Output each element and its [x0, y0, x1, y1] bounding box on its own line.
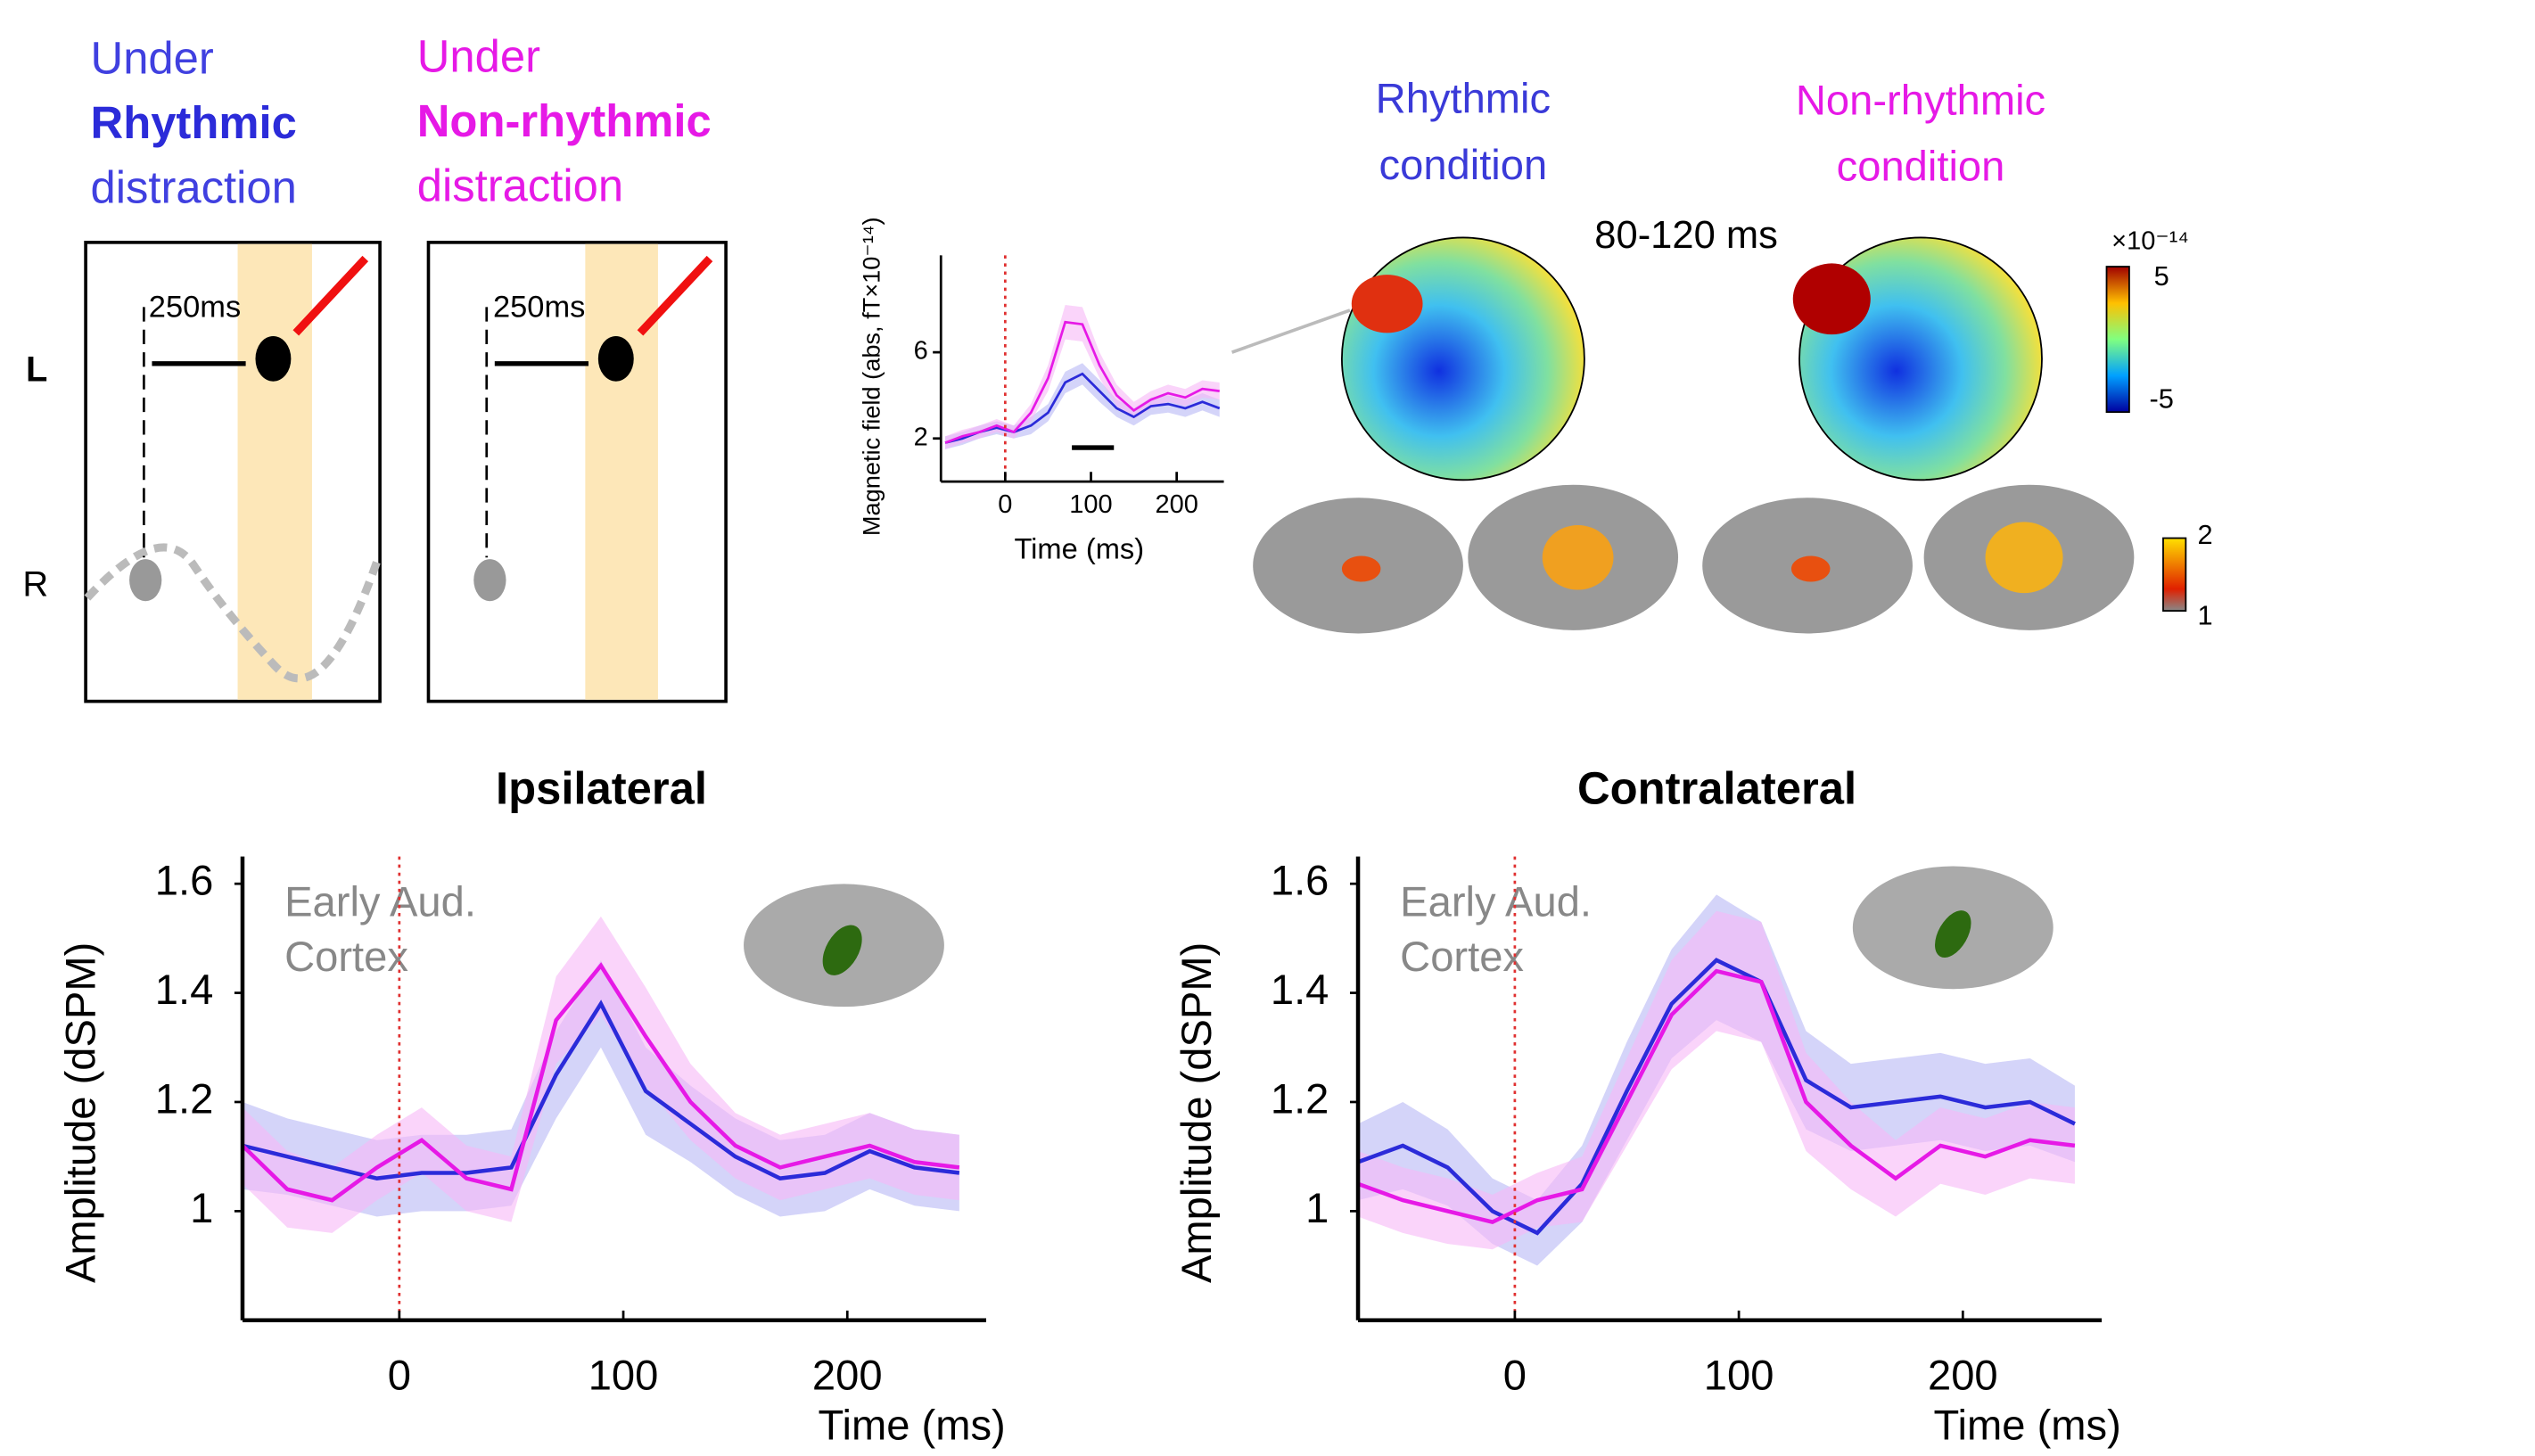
y-tick-label: 1.2 — [155, 1074, 214, 1122]
x-tick-label: 0 — [998, 490, 1012, 519]
label: distraction — [91, 161, 297, 212]
annotation: Cortex — [1400, 933, 1524, 980]
condition-label: condition — [1379, 141, 1548, 188]
row-label: R — [22, 564, 48, 604]
x-tick-label: 200 — [1155, 490, 1198, 519]
chart-title: Ipsilateral — [496, 763, 707, 814]
hotspot — [1351, 275, 1423, 333]
y-tick-label: 1.6 — [1271, 857, 1329, 904]
scale-label: 5 — [2154, 260, 2169, 292]
y-axis-label: Amplitude (dSPM) — [57, 942, 104, 1283]
scale-label: 1 — [2198, 599, 2213, 630]
panel — [426, 241, 728, 703]
activation — [1985, 522, 2063, 594]
annotation: Cortex — [284, 933, 408, 980]
y-tick-label: 1 — [190, 1184, 213, 1231]
series-line — [241, 962, 960, 1203]
interval: 250ms — [493, 290, 585, 324]
y-axis-label: Magnetic field (abs, fT×10⁻¹⁴) — [857, 217, 885, 536]
series-line — [1357, 968, 2076, 1224]
x-tick-label: 100 — [1704, 1351, 1774, 1398]
colorbar — [2162, 537, 2187, 613]
x-tick-label: 200 — [812, 1351, 883, 1398]
confidence-band — [242, 916, 959, 1233]
y-tick-label: 1.2 — [1271, 1074, 1329, 1122]
condition-label: condition — [1837, 143, 2005, 190]
pointer — [292, 255, 369, 336]
activation — [1790, 555, 1831, 582]
dot — [473, 559, 506, 602]
y-tick-label: 1 — [1305, 1184, 1329, 1231]
topography: Rhythmic condition Non-rhythmic conditio… — [1231, 75, 2213, 634]
y-axis-label: Amplitude (dSPM) — [1173, 942, 1220, 1283]
hotspot — [1792, 263, 1871, 335]
window — [237, 243, 312, 700]
x-tick-label: 100 — [1069, 490, 1112, 519]
x-tick-label: 100 — [588, 1351, 659, 1398]
row-label: L — [26, 350, 47, 389]
activation — [1341, 555, 1381, 582]
pointer — [1231, 308, 1351, 354]
confidence-band — [1358, 910, 2075, 1250]
target — [597, 335, 634, 382]
x-tick-label: 0 — [388, 1351, 411, 1398]
chart-title: Contralateral — [1577, 763, 1856, 814]
x-axis-label: Time (ms) — [1014, 532, 1144, 565]
pointer — [637, 255, 713, 336]
y-tick-label: 1.6 — [155, 857, 214, 904]
topomap — [1340, 236, 1585, 481]
dot — [129, 559, 162, 602]
annotation: Early Aud. — [284, 877, 476, 925]
y-tick-label: 2 — [914, 423, 928, 451]
activation — [1542, 525, 1614, 590]
panel — [84, 241, 382, 703]
x-axis-label: Time (ms) — [818, 1402, 1005, 1449]
interval: 250ms — [149, 290, 241, 324]
series-line — [1357, 958, 2076, 1236]
schematic: Under Rhythmic distraction Under Non-rhy… — [22, 30, 728, 703]
series-line — [944, 320, 1220, 444]
scale-label: -5 — [2149, 383, 2173, 415]
roi — [822, 925, 862, 975]
annotation: Early Aud. — [1400, 877, 1592, 925]
window-label: 80-120 ms — [1594, 214, 1778, 257]
condition-label: Non-rhythmic — [1796, 76, 2045, 123]
window — [585, 243, 658, 700]
scale-label: 2 — [2198, 519, 2213, 550]
scale-unit: ×10⁻¹⁴ — [2111, 227, 2189, 256]
label: distraction — [417, 160, 623, 210]
y-tick-label: 1.4 — [1271, 966, 1329, 1013]
x-axis-label: Time (ms) — [1934, 1402, 2121, 1449]
series-line — [242, 999, 960, 1180]
colorbar — [2105, 266, 2130, 414]
label: Non-rhythmic — [417, 95, 712, 146]
label: Under — [417, 30, 540, 81]
roi — [1935, 910, 1971, 958]
condition-label: Rhythmic — [1376, 75, 1551, 122]
label: Under — [91, 32, 214, 83]
x-tick-label: 0 — [1503, 1351, 1527, 1398]
x-tick-label: 200 — [1928, 1351, 1998, 1398]
target — [255, 335, 292, 382]
wave — [84, 543, 383, 683]
y-tick-label: 1.4 — [155, 966, 214, 1013]
label: Rhythmic — [91, 97, 297, 148]
y-tick-label: 6 — [914, 337, 928, 366]
series-line — [944, 372, 1221, 444]
